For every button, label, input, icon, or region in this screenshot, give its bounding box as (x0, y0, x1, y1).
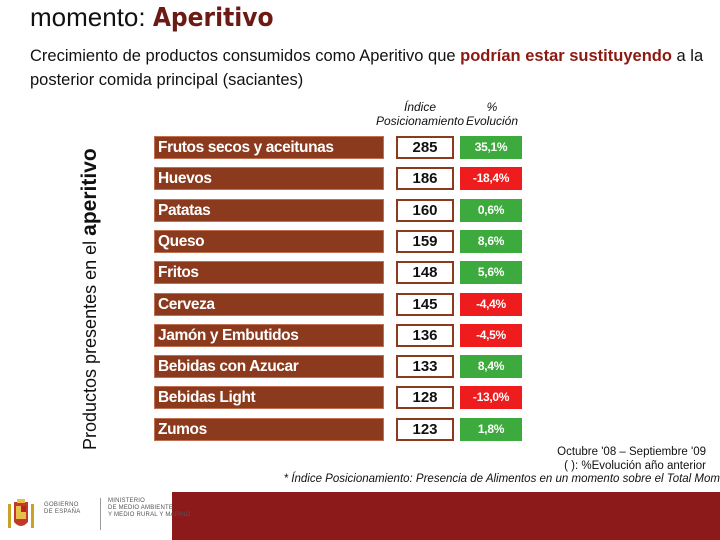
index-value: 136 (396, 323, 454, 347)
index-value: 123 (396, 417, 454, 441)
side-label-text: Productos presentes en el (80, 235, 100, 450)
footer-logo-area (0, 492, 172, 540)
index-value: 128 (396, 386, 454, 410)
product-name: Fritos (154, 261, 384, 285)
index-value: 285 (396, 136, 454, 159)
evolution-value: 35,1% (460, 136, 522, 159)
evolution-value: 5,6% (460, 261, 522, 285)
ministry-line-3: Y MEDIO RURAL Y MARINO (108, 512, 191, 518)
evolution-value: 8,4% (460, 355, 522, 379)
ministry-line-2: DE MEDIO AMBIENTE (108, 505, 174, 511)
index-column-header: Índice Posicionamiento (375, 100, 465, 128)
footer-bar (0, 492, 720, 540)
subtitle: Crecimiento de productos consumidos como… (30, 44, 710, 92)
index-value: 145 (396, 292, 454, 316)
product-name: Jamón y Embutidos (154, 323, 384, 347)
evolution-column-header: % Evolución (466, 100, 519, 128)
evolution-value: -4,5% (460, 323, 522, 347)
evolution-value: 1,8% (460, 417, 522, 441)
product-name: Bebidas con Azucar (154, 355, 384, 379)
subtitle-highlight: podrían estar sustituyendo (460, 47, 672, 65)
evolution-value: 0,6% (460, 198, 522, 222)
index-value: 148 (396, 261, 454, 285)
ministry-label: MINISTERIO DE MEDIO AMBIENTE Y MEDIO RUR… (108, 498, 191, 519)
product-name: Patatas (154, 198, 384, 222)
footnote: * Índice Posicionamiento: Presencia de A… (283, 473, 720, 485)
product-name: Huevos (154, 167, 384, 191)
product-name: Cerveza (154, 292, 384, 316)
evolution-value: -18,4% (460, 167, 522, 191)
evolution-value: -13,0% (460, 386, 522, 410)
period-note: Octubre '08 – Septiembre '09 (557, 446, 706, 458)
subtitle-part2: a la posterior comida principal (saciant… (30, 47, 704, 89)
coat-of-arms-icon (8, 499, 34, 528)
gov-line-2: DE ESPAÑA (44, 509, 81, 515)
product-name: Zumos (154, 417, 384, 441)
product-name: Frutos secos y aceitunas (154, 136, 384, 159)
index-value: 133 (396, 355, 454, 379)
product-name: Queso (154, 229, 384, 253)
page-title: momento: Aperitivo (30, 2, 274, 33)
legend-note: ( ): %Evolución año anterior (564, 460, 706, 472)
ministry-line-1: MINISTERIO (108, 498, 146, 504)
index-value: 186 (396, 167, 454, 191)
evolution-value: -4,4% (460, 292, 522, 316)
evolution-value: 8,6% (460, 229, 522, 253)
side-label-bold: aperitivo (78, 148, 101, 236)
government-label: GOBIERNO DE ESPAÑA (44, 502, 81, 516)
footer-separator (100, 498, 101, 530)
product-name: Bebidas Light (154, 386, 384, 410)
subtitle-part1: Crecimiento de productos consumidos como… (30, 47, 461, 65)
title-prefix: momento: (30, 2, 153, 32)
index-value: 159 (396, 229, 454, 253)
title-emphasis: Aperitivo (152, 3, 274, 33)
index-value: 160 (396, 198, 454, 222)
side-label: Productos presentes en el aperitivo (78, 148, 102, 450)
gov-line-1: GOBIERNO (44, 502, 79, 508)
